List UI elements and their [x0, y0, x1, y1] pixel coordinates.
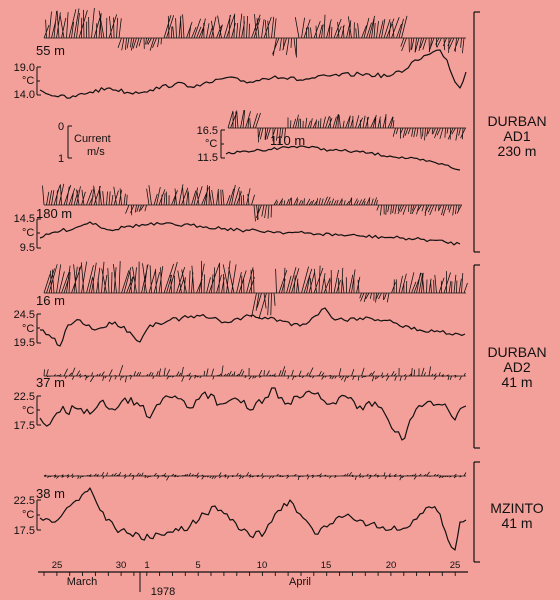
- temp-scale-110m: 16.5 °C 11.5: [197, 125, 225, 164]
- temp-scale-180m: 14.5 °C 9.5: [14, 213, 41, 254]
- tick-label-mar25: 25: [52, 560, 63, 571]
- current-sticks-110m: [227, 110, 466, 144]
- site-mzinto-name: MZINTO: [490, 500, 544, 516]
- data-traces: [39, 7, 468, 551]
- current-sticks-55m: [43, 7, 466, 58]
- current-scale-key: 0 1 Current m/s: [58, 121, 111, 165]
- temp-scale-55m: 19.0 °C 14.0: [14, 62, 41, 101]
- temp-unit-16m: °C: [22, 323, 34, 335]
- site-ad1-station: AD1: [503, 128, 530, 144]
- temp-min-180m: 9.5: [20, 242, 35, 254]
- temperature-line-38m: [39, 487, 467, 551]
- temp-scale-38m: 22.5 °C 17.5: [14, 495, 41, 537]
- temp-unit-110m: °C: [205, 138, 217, 150]
- bracket-mzinto: [473, 461, 480, 563]
- tick-label-apr5: 5: [195, 560, 200, 571]
- temp-scale-16m: 24.5 °C 19.5: [14, 309, 41, 349]
- temp-unit-37m: °C: [22, 405, 34, 417]
- site-mzinto-depth: 41 m: [501, 515, 532, 531]
- temp-unit-55m: °C: [22, 75, 34, 87]
- depth-label-110m: 110 m: [270, 133, 305, 148]
- tick-label-mar30: 30: [116, 560, 127, 571]
- depth-label-180m: 180 m: [36, 206, 72, 221]
- site-ad2-name: DURBAN: [487, 344, 546, 360]
- site-ad1-name: DURBAN: [487, 113, 546, 129]
- temp-unit-38m: °C: [22, 509, 34, 521]
- site-ad1-depth: 230 m: [498, 143, 537, 159]
- temperature-line-37m: [39, 387, 467, 441]
- time-axis: 25 30 1 5 10 15 20 25 March April 1978: [38, 560, 468, 598]
- temp-max-37m: 22.5: [14, 391, 35, 403]
- temperature-line-180m: [39, 221, 461, 246]
- current-scale-one: 1: [58, 153, 64, 165]
- site-ad2-depth: 41 m: [501, 374, 532, 390]
- temperature-line-110m: [225, 145, 461, 171]
- tick-label-apr15: 15: [321, 560, 332, 571]
- tick-label-apr20: 20: [386, 560, 397, 571]
- depth-label-16m: 16 m: [36, 293, 65, 308]
- temp-min-16m: 19.5: [14, 337, 35, 349]
- temperature-line-55m: [39, 49, 467, 99]
- year-label: 1978: [151, 586, 175, 598]
- temp-scale-37m: 22.5 °C 17.5: [14, 391, 41, 432]
- bracket-ad2: [473, 264, 480, 449]
- temp-min-110m: 11.5: [197, 152, 218, 164]
- temperature-line-16m: [40, 307, 466, 347]
- tick-label-apr10: 10: [257, 560, 268, 571]
- temp-max-55m: 19.0: [14, 62, 35, 74]
- temp-unit-180m: °C: [22, 227, 34, 239]
- temp-min-38m: 17.5: [14, 525, 35, 537]
- temp-max-110m: 16.5: [197, 125, 218, 137]
- tick-label-apr1: 1: [144, 560, 149, 571]
- tick-label-apr25: 25: [450, 560, 461, 571]
- site-ad2-station: AD2: [503, 359, 530, 375]
- temp-min-37m: 17.5: [14, 420, 35, 432]
- month-label-march: March: [67, 576, 98, 588]
- current-sticks-16m: [43, 260, 468, 320]
- depth-label-55m: 55 m: [36, 43, 65, 58]
- month-label-april: April: [289, 576, 311, 588]
- depth-label-38m: 38 m: [36, 486, 65, 501]
- temp-max-38m: 22.5: [14, 495, 35, 507]
- current-sticks-37m: [43, 364, 466, 383]
- bracket-ad1: [473, 11, 480, 253]
- temp-max-180m: 14.5: [14, 213, 35, 225]
- depth-label-37m: 37 m: [36, 375, 65, 390]
- temp-max-16m: 24.5: [14, 309, 35, 321]
- current-sticks-38m: [43, 471, 467, 481]
- current-scale-label: Current: [74, 133, 111, 145]
- temp-min-55m: 14.0: [14, 89, 35, 101]
- current-scale-unit: m/s: [87, 146, 105, 158]
- current-scale-zero: 0: [58, 121, 64, 133]
- current-sticks-180m: [42, 183, 462, 222]
